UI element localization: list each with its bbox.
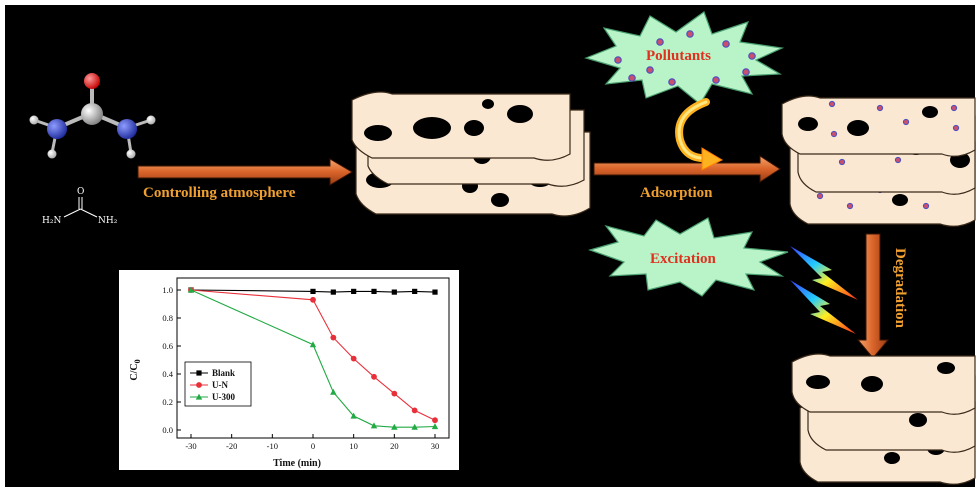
- degradation-arrow: [856, 233, 890, 359]
- excitation-burst: [588, 217, 789, 297]
- data-point-u-300: [391, 423, 398, 430]
- data-point-u-300: [309, 341, 317, 348]
- label-degradation: Degradation: [892, 248, 908, 329]
- chart-legend: Blank U-N U-300: [184, 361, 252, 407]
- series-line-blank: [190, 289, 436, 293]
- porous-sheet: [351, 91, 571, 161]
- legend-marker-blank: [196, 370, 202, 376]
- data-point-u-300: [370, 422, 378, 429]
- x-tick-label: -30: [185, 441, 196, 451]
- data-point-u-300: [187, 286, 195, 293]
- series-line-u-300: [190, 289, 436, 428]
- series-line-u-n: [190, 289, 436, 421]
- porous-sheets-with-pollutants: [781, 95, 976, 227]
- chart-panel: [119, 270, 459, 470]
- label-excitation: Excitation: [650, 251, 716, 267]
- x-tick-label: 30: [431, 441, 440, 451]
- adsorption-arrow: [593, 155, 781, 183]
- formula-nh2-left: H₂N: [42, 216, 61, 226]
- x-tick-label: 10: [349, 441, 358, 451]
- formula-oxygen: O: [77, 187, 84, 197]
- data-point-u-300: [350, 412, 357, 419]
- formula-nh2-right: NH₂: [98, 216, 118, 226]
- carbon-atom: [81, 103, 103, 125]
- hydrogen-atom: [126, 149, 136, 159]
- porous-sheet: [781, 95, 976, 157]
- series-u-n: [188, 287, 438, 424]
- legend-marker-u-300: [195, 393, 203, 400]
- x-tick-label: -20: [226, 441, 237, 451]
- data-point-blank: [351, 288, 357, 294]
- porous-sheets-initial: [351, 91, 591, 217]
- porous-sheet: [791, 353, 976, 415]
- urea-structural-formula: O H₂N NH₂: [42, 187, 118, 226]
- y-tick-label: 0.8: [162, 313, 173, 323]
- nitrogen-atom: [47, 119, 67, 139]
- label-pollutants: Pollutants: [646, 48, 711, 64]
- degradation-chart: -30 -20 -10 0 10 20 30 0.0 0.2 0.4 0.6 0.8 1.0 Time…: [119, 270, 459, 470]
- data-point-u-n: [411, 407, 418, 414]
- light-bolt-icon: [790, 280, 856, 334]
- data-point-u-n: [330, 334, 337, 341]
- y-axis-title: C/C0: [129, 359, 142, 380]
- data-point-u-300: [330, 388, 337, 395]
- data-point-u-n: [432, 417, 438, 424]
- nitrogen-atom: [117, 119, 137, 139]
- y-tick-label: 0.6: [162, 341, 173, 351]
- data-point-blank: [330, 289, 336, 295]
- y-tick-label: 0.2: [162, 397, 173, 407]
- y-tick-label: 0.4: [162, 369, 173, 379]
- data-point-u-n: [391, 390, 398, 397]
- x-axis-ticks: -30 -20 -10 0 10 20 30: [185, 434, 439, 451]
- label-controlling-atmosphere: Controlling atmosphere: [143, 185, 296, 201]
- pollutants-burst: [584, 11, 785, 105]
- legend-marker-u-n: [196, 382, 202, 388]
- hydrogen-atom: [146, 115, 156, 125]
- data-point-blank: [391, 289, 397, 295]
- series-u-300: [187, 286, 439, 430]
- x-axis-title: Time (min): [273, 458, 321, 469]
- data-point-u-n: [310, 296, 316, 303]
- controlling-atmosphere-arrow: [137, 158, 353, 186]
- urea-3d-molecule: [29, 73, 156, 159]
- hydrogen-atom: [29, 115, 39, 125]
- data-point-blank: [310, 288, 316, 294]
- data-point-blank: [371, 288, 377, 294]
- data-point-u-300: [431, 423, 439, 430]
- data-point-u-300: [411, 423, 418, 430]
- label-adsorption: Adsorption: [640, 185, 713, 201]
- data-point-u-n: [371, 373, 377, 380]
- x-tick-label: 20: [390, 441, 399, 451]
- light-bolt-icon: [790, 246, 858, 300]
- x-tick-label: -10: [267, 441, 278, 451]
- legend-box: [184, 361, 252, 407]
- legend-label-u-300: U-300: [212, 392, 235, 402]
- legend-label-u-n: U-N: [212, 380, 228, 390]
- x-tick-label: 0: [311, 441, 315, 451]
- porous-sheets-degraded: [791, 353, 976, 485]
- hydrogen-atom: [47, 149, 57, 159]
- data-point-blank: [412, 288, 418, 294]
- data-point-u-n: [350, 355, 357, 362]
- data-point-blank: [432, 289, 438, 295]
- legend-label-blank: Blank: [212, 368, 235, 378]
- y-tick-label: 0.0: [162, 425, 173, 435]
- oxygen-atom: [84, 73, 100, 89]
- curved-arrow-icon: [675, 98, 724, 171]
- y-axis-ticks: 0.0 0.2 0.4 0.6 0.8 1.0: [162, 285, 181, 435]
- y-tick-label: 1.0: [162, 285, 173, 295]
- series-layer: [187, 286, 439, 430]
